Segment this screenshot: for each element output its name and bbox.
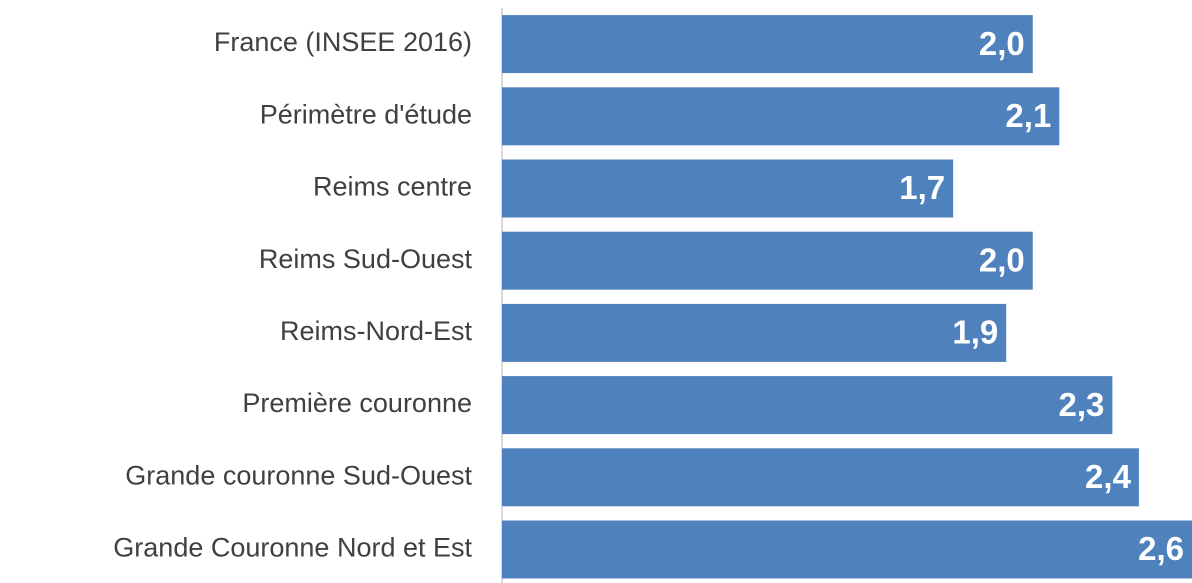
bar — [502, 231, 1033, 290]
category-label: Reims-Nord-Est — [280, 316, 473, 346]
value-label: 1,9 — [952, 314, 998, 351]
value-label: 2,0 — [979, 25, 1025, 62]
bar — [502, 87, 1060, 146]
bar — [502, 159, 954, 218]
category-label: France (INSEE 2016) — [214, 27, 472, 57]
value-label: 1,7 — [899, 169, 945, 206]
value-label: 2,6 — [1138, 530, 1184, 567]
category-label: Grande Couronne Nord et Est — [113, 533, 472, 563]
category-label: Première couronne — [242, 388, 472, 418]
bar — [502, 448, 1139, 507]
bar — [502, 376, 1113, 435]
bar — [502, 303, 1007, 362]
category-label: Périmètre d'étude — [260, 99, 472, 129]
value-label: 2,4 — [1085, 458, 1132, 495]
category-label: Grande couronne Sud-Ouest — [125, 460, 472, 490]
bar — [502, 520, 1192, 579]
category-label: Reims centre — [313, 172, 472, 202]
value-label: 2,3 — [1059, 386, 1105, 423]
value-label: 2,0 — [979, 241, 1025, 278]
category-label: Reims Sud-Ouest — [259, 244, 473, 274]
bar — [502, 15, 1033, 74]
value-label: 2,1 — [1005, 97, 1051, 134]
